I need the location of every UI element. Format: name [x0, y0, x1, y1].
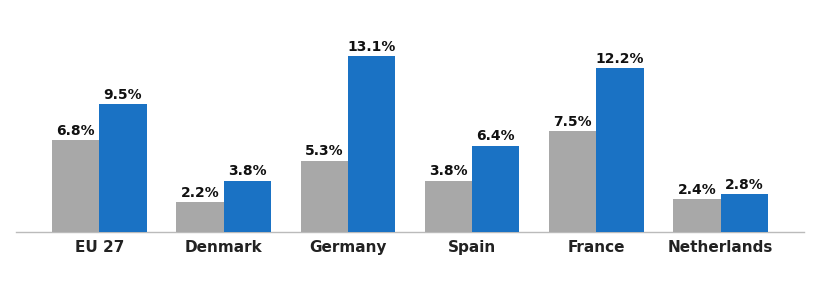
- Text: 2.8%: 2.8%: [724, 178, 762, 192]
- Bar: [720, 194, 767, 232]
- Text: 2.4%: 2.4%: [676, 183, 716, 197]
- Bar: [52, 140, 99, 232]
- Bar: [224, 181, 270, 232]
- Text: 5.3%: 5.3%: [305, 144, 343, 158]
- Bar: [549, 131, 595, 232]
- Bar: [595, 68, 643, 232]
- Text: 3.8%: 3.8%: [428, 164, 468, 178]
- Text: 7.5%: 7.5%: [553, 115, 591, 129]
- Text: 6.8%: 6.8%: [57, 124, 95, 138]
- Bar: [99, 104, 147, 232]
- Text: 9.5%: 9.5%: [103, 88, 143, 102]
- Bar: [424, 181, 472, 232]
- Bar: [176, 202, 224, 232]
- Bar: [672, 200, 720, 232]
- Bar: [347, 56, 395, 232]
- Text: 3.8%: 3.8%: [228, 164, 266, 178]
- Text: 13.1%: 13.1%: [347, 40, 396, 53]
- Text: 12.2%: 12.2%: [595, 52, 644, 66]
- Text: 6.4%: 6.4%: [476, 129, 514, 143]
- Bar: [301, 161, 347, 232]
- Text: 2.2%: 2.2%: [180, 186, 219, 200]
- Bar: [472, 146, 518, 232]
